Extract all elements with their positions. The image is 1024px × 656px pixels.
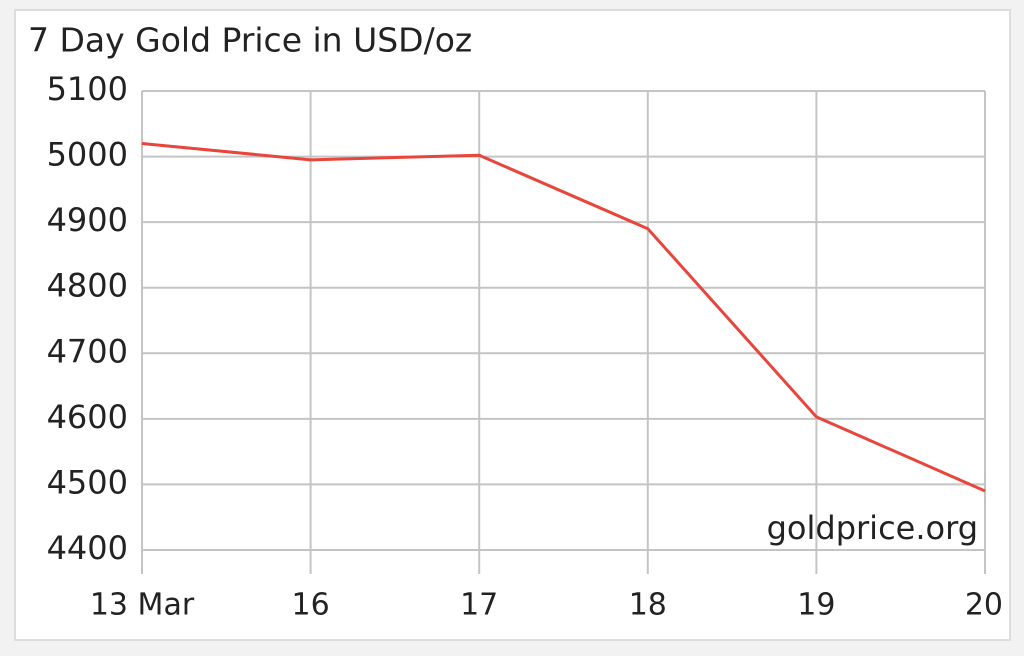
x-tick-label: 19 — [797, 588, 835, 623]
y-tick-label: 4400 — [47, 529, 128, 567]
x-tick-label: 17 — [460, 588, 498, 623]
watermark: goldprice.org — [767, 509, 978, 547]
chart-title: 7 Day Gold Price in USD/oz — [28, 21, 472, 60]
x-tick-label: 13 Mar — [90, 588, 195, 623]
y-tick-label: 5100 — [47, 70, 128, 108]
price-line — [141, 141, 986, 493]
y-tick-label: 4900 — [47, 201, 128, 239]
y-tick-label: 4600 — [47, 398, 128, 436]
x-tick-label: 16 — [292, 588, 330, 623]
panel — [14, 9, 1011, 641]
y-tick-label: 5000 — [47, 136, 128, 174]
y-tick-label: 4800 — [47, 267, 128, 305]
x-tick-label: 18 — [629, 588, 667, 623]
y-tick-label: 4700 — [47, 332, 128, 370]
x-tick-label: 20 — [965, 588, 1003, 623]
y-tick-label: 4500 — [47, 463, 128, 501]
